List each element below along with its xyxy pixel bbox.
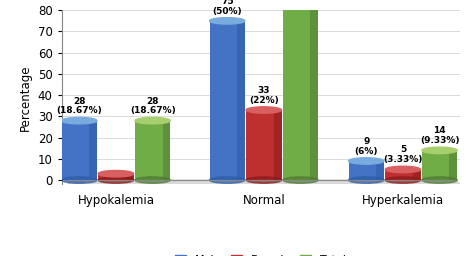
- Bar: [385, 169, 420, 180]
- Bar: [283, 0, 318, 180]
- Ellipse shape: [62, 177, 97, 183]
- Ellipse shape: [385, 177, 420, 183]
- Bar: [413, 169, 420, 180]
- Legend: Male, Female, Total: Male, Female, Total: [171, 250, 350, 256]
- Ellipse shape: [246, 177, 282, 183]
- Bar: [237, 21, 245, 180]
- Ellipse shape: [422, 147, 457, 154]
- Bar: [376, 161, 384, 180]
- Bar: [210, 21, 245, 180]
- Ellipse shape: [98, 177, 134, 183]
- Bar: [89, 121, 97, 180]
- Ellipse shape: [283, 177, 318, 183]
- Bar: [126, 174, 134, 180]
- Text: 9
(6%): 9 (6%): [355, 137, 378, 156]
- Ellipse shape: [348, 158, 384, 164]
- Polygon shape: [68, 180, 469, 187]
- Ellipse shape: [348, 177, 384, 183]
- Bar: [135, 121, 170, 180]
- Bar: [310, 0, 318, 180]
- Ellipse shape: [210, 18, 245, 24]
- Text: 33
(22%): 33 (22%): [249, 86, 279, 105]
- Y-axis label: Percentage: Percentage: [19, 64, 32, 131]
- Bar: [62, 121, 97, 180]
- Bar: [348, 161, 384, 180]
- Text: 14
(9.33%): 14 (9.33%): [420, 126, 459, 145]
- Ellipse shape: [135, 118, 170, 124]
- Ellipse shape: [210, 177, 245, 183]
- Bar: [246, 110, 282, 180]
- Bar: [422, 150, 457, 180]
- Bar: [449, 150, 457, 180]
- Ellipse shape: [385, 166, 420, 173]
- Text: 28
(18.67%): 28 (18.67%): [130, 97, 175, 115]
- Bar: [274, 110, 282, 180]
- Text: 28
(18.67%): 28 (18.67%): [56, 97, 102, 115]
- Text: 5
(3.33%): 5 (3.33%): [383, 145, 423, 164]
- Bar: [163, 121, 170, 180]
- Bar: [98, 174, 134, 180]
- Ellipse shape: [62, 118, 97, 124]
- Ellipse shape: [98, 170, 134, 177]
- Ellipse shape: [246, 107, 282, 113]
- Ellipse shape: [422, 177, 457, 183]
- Polygon shape: [68, 180, 83, 187]
- Ellipse shape: [135, 177, 170, 183]
- Text: 75
(50%): 75 (50%): [212, 0, 242, 16]
